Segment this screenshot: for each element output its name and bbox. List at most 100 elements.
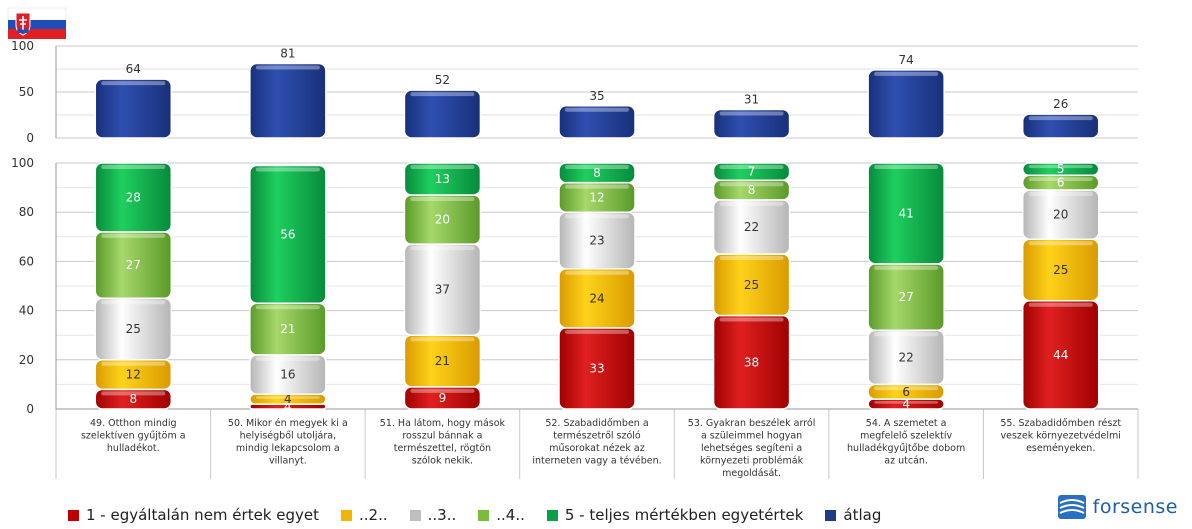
forsense-logo: forsense (1057, 494, 1178, 520)
segment-value-label: 8 (593, 166, 601, 180)
y-tick-label: 100 (11, 156, 34, 170)
category-labels: 49. Otthon mindig szelektíven gyűjtöm a hu… (81, 418, 1121, 479)
segment-value-label: 4 (284, 400, 292, 414)
category-label: 50. Mikor én megyek ki a helyiségből utol… (228, 418, 348, 467)
segment-value-label: 41 (899, 206, 914, 220)
y-tick-label: 0 (26, 131, 34, 145)
legend-item: 1 - egyáltalán nem értek egyet (68, 506, 319, 524)
stacked-segment (558, 211, 636, 270)
segment-value-label: 25 (744, 278, 759, 292)
segment-value-label: 25 (1053, 263, 1068, 277)
stacked-segment (712, 314, 791, 410)
top-bar-value-label: 81 (280, 46, 295, 60)
segment-value-label: 22 (899, 350, 914, 364)
top-bar-value-label: 52 (435, 73, 450, 87)
segment-value-label: 56 (280, 227, 295, 241)
legend-label: ..3.. (427, 506, 457, 524)
stacked-segment (249, 393, 327, 405)
bottom-panel-stacked-bars: 8122527284416215692137201333242312838252… (94, 162, 1100, 414)
segment-value-label: 7 (748, 165, 756, 179)
bottom-panel-y-axis: 100 80 60 40 20 0 (11, 156, 34, 416)
forsense-logo-icon (1057, 495, 1086, 519)
category-label: 49. Otthon mindig szelektíven gyűjtöm a hu… (81, 418, 186, 454)
top-bar (94, 78, 173, 139)
legend-swatch (341, 509, 352, 521)
segment-value-label: 44 (1053, 348, 1068, 362)
segment-value-label: 6 (902, 385, 910, 399)
stacked-segment (867, 383, 945, 400)
slovakia-flag-icon (7, 7, 67, 39)
top-bar (558, 105, 636, 139)
legend-label: ..4.. (496, 506, 525, 524)
top-bar (867, 69, 945, 139)
stacked-segment (867, 162, 945, 265)
legend-label: 1 - egyáltalán nem értek egyet (86, 506, 319, 524)
segment-value-label: 38 (744, 355, 759, 369)
top-bar-value-label: 64 (126, 62, 141, 76)
stacked-segment (867, 398, 945, 410)
top-panel-y-axis: 100 50 0 (11, 39, 34, 145)
stacked-segment (94, 231, 173, 300)
segment-value-label: 12 (126, 368, 141, 382)
segment-value-label: 24 (589, 291, 604, 305)
stacked-segment (403, 194, 482, 245)
segment-value-label: 5 (1057, 162, 1065, 176)
segment-value-label: 13 (435, 172, 450, 186)
segment-value-label: 8 (129, 392, 137, 406)
segment-value-label: 21 (435, 354, 450, 368)
stacked-segment (1021, 174, 1100, 191)
y-tick-label: 100 (11, 39, 34, 53)
segment-value-label: 9 (439, 391, 447, 405)
legend-item: átlag (825, 506, 881, 524)
legend-label: 5 - teljes mértékben egyetértek (564, 506, 804, 524)
stacked-segment (403, 334, 482, 388)
stacked-segment (867, 263, 945, 332)
stacked-segment (403, 243, 482, 336)
segment-value-label: 4 (902, 397, 910, 411)
legend-swatch (825, 509, 837, 521)
top-bar-value-label: 74 (899, 53, 914, 67)
legend-swatch (409, 509, 421, 521)
logo-text: forsense (1092, 496, 1178, 518)
category-label: 51. Ha látom, hogy mások rosszul bánnak a… (380, 418, 506, 467)
category-label: 52. Szabadidőmben a természetről szóló műs… (532, 418, 661, 467)
segment-value-label: 22 (744, 220, 759, 234)
stacked-segment (249, 164, 327, 304)
legend-item: ..2.. (341, 506, 388, 524)
segment-value-label: 33 (589, 361, 604, 375)
top-bar (249, 62, 327, 139)
legend-swatch (478, 509, 490, 521)
legend-item: ..4.. (478, 506, 525, 524)
top-bar (403, 89, 482, 139)
segment-value-label: 20 (1053, 208, 1068, 222)
stacked-segment (558, 268, 636, 329)
segment-value-label: 8 (748, 183, 756, 197)
stacked-segment (558, 162, 636, 184)
top-bar-value-label: 35 (589, 89, 604, 103)
y-tick-label: 20 (19, 353, 34, 367)
segment-value-label: 27 (899, 290, 914, 304)
segment-value-label: 23 (589, 233, 604, 247)
legend-item: ..3.. (409, 506, 457, 524)
stacked-segment (712, 162, 791, 181)
top-bar (712, 108, 791, 139)
top-panel-bars: 64 81 52 35 31 74 26 (94, 46, 1100, 139)
stacked-segment (403, 162, 482, 196)
stacked-segment (403, 386, 482, 410)
legend: 1 - egyáltalán nem értek egyet ..2.. ..3..… (68, 506, 881, 524)
category-label: 55. Szabadidőmben részt veszek környezetv… (1000, 418, 1121, 454)
legend-swatch (546, 509, 558, 521)
stacked-segment (94, 359, 173, 391)
segment-value-label: 28 (126, 190, 141, 204)
stacked-segment (1021, 300, 1100, 410)
stacked-segment (1021, 238, 1100, 302)
stacked-segment (558, 181, 636, 213)
y-tick-label: 0 (26, 402, 34, 416)
stacked-segment (712, 179, 791, 201)
segment-value-label: 37 (435, 283, 450, 297)
stacked-segment (94, 162, 173, 233)
segment-value-label: 20 (435, 213, 450, 227)
category-label: 54. A szemetet a megfelelő szelektív hulla… (847, 418, 965, 467)
legend-label: átlag (843, 506, 882, 524)
